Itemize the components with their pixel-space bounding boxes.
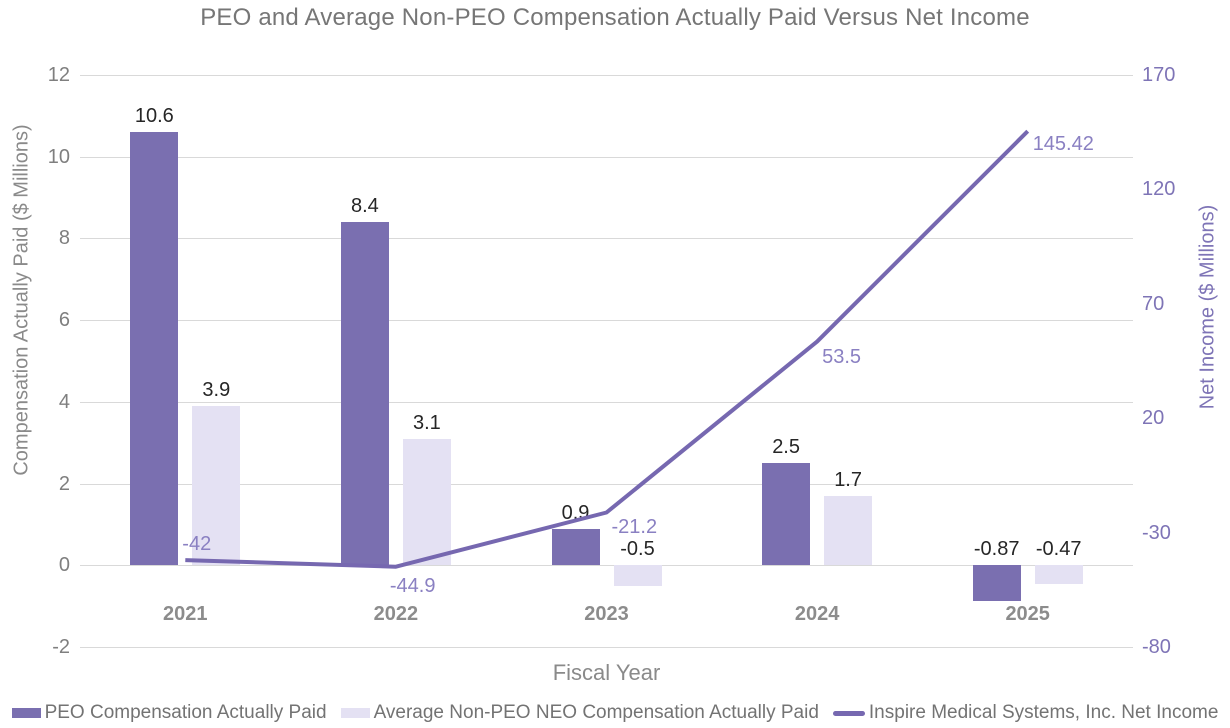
x-axis-title: Fiscal Year xyxy=(552,660,661,685)
left-axis-title: Compensation Actually Paid ($ Millions) xyxy=(10,124,33,476)
right-axis-tick-label: -30 xyxy=(1142,521,1171,544)
legend: PEO Compensation Actually Paid Average N… xyxy=(0,702,1230,724)
right-axis-title: Net Income ($ Millions) xyxy=(1196,204,1219,410)
gridline xyxy=(80,320,1133,322)
right-axis-tick-label: 20 xyxy=(1142,407,1165,430)
left-axis-tick-label: 12 xyxy=(47,64,70,86)
x-tick-label: 2024 xyxy=(794,603,840,625)
bar-nonpeo-2023 xyxy=(613,565,662,586)
bar-nonpeo-2025 xyxy=(1034,565,1083,585)
line-value-label: 53.5 xyxy=(822,345,862,368)
left-axis-tick-label: 6 xyxy=(58,309,70,332)
gridline xyxy=(80,156,1133,158)
line-value-label: 145.42 xyxy=(1032,133,1094,156)
bar-peo-2023 xyxy=(551,528,600,566)
x-tick-label: 2023 xyxy=(584,603,629,625)
peo-bar-swatch xyxy=(11,708,41,718)
legend-label-nonpeo: Average Non-PEO NEO Compensation Actuall… xyxy=(373,702,819,723)
left-axis-tick-label: 10 xyxy=(47,145,70,168)
bar-nonpeo-2022 xyxy=(402,438,451,566)
left-axis-tick-label: 0 xyxy=(58,554,70,577)
nonpeo-bar-swatch xyxy=(340,708,370,718)
line-value-label: -44.9 xyxy=(389,574,436,597)
bar-nonpeo-2024 xyxy=(824,495,873,566)
bar-value-label: 3.9 xyxy=(202,378,231,401)
x-tick-label: 2021 xyxy=(163,603,208,625)
bar-peo-2025 xyxy=(972,565,1021,601)
left-axis-tick-label: 8 xyxy=(58,227,70,250)
left-axis-tick-label: -2 xyxy=(52,636,70,658)
x-tick-label: 2025 xyxy=(1005,603,1050,625)
bar-value-label: 8.4 xyxy=(350,195,379,218)
gridline xyxy=(80,238,1133,240)
gridline xyxy=(80,647,1133,648)
bar-peo-2022 xyxy=(340,222,389,566)
chart-title: PEO and Average Non-PEO Compensation Act… xyxy=(200,4,1030,31)
bar-value-label: -0.47 xyxy=(1035,538,1082,561)
gridline xyxy=(80,401,1133,403)
bar-value-label: 3.1 xyxy=(412,411,441,434)
gridline xyxy=(80,75,1133,76)
net-income-line-swatch xyxy=(832,710,865,716)
right-axis-tick-label: 70 xyxy=(1142,292,1165,315)
left-axis-tick-label: 4 xyxy=(58,390,70,413)
right-axis-tick-label: 170 xyxy=(1142,64,1176,86)
legend-item-peo: PEO Compensation Actually Paid xyxy=(11,702,327,724)
right-axis-tick-label: -80 xyxy=(1142,636,1171,658)
line-value-label: -42 xyxy=(182,533,212,556)
bar-value-label: -0.87 xyxy=(973,538,1020,561)
right-axis-tick-label: 120 xyxy=(1142,178,1176,201)
bar-value-label: 2.5 xyxy=(772,436,800,459)
legend-label-netincome: Inspire Medical Systems, Inc. Net Income xyxy=(868,702,1219,723)
legend-item-nonpeo: Average Non-PEO NEO Compensation Actuall… xyxy=(340,702,819,724)
line-value-label: -21.2 xyxy=(611,515,658,538)
left-axis-tick-label: 2 xyxy=(58,472,70,495)
legend-label-peo: PEO Compensation Actually Paid xyxy=(44,702,327,723)
bar-value-label: 1.7 xyxy=(834,468,862,491)
legend-item-netincome: Inspire Medical Systems, Inc. Net Income xyxy=(832,702,1219,724)
x-tick-label: 2022 xyxy=(373,603,419,625)
bar-peo-2024 xyxy=(762,463,811,566)
bar-value-label: 10.6 xyxy=(134,105,174,128)
bar-value-label: 0.9 xyxy=(561,501,590,524)
bar-peo-2021 xyxy=(130,132,179,566)
bar-value-label: -0.5 xyxy=(620,538,655,561)
